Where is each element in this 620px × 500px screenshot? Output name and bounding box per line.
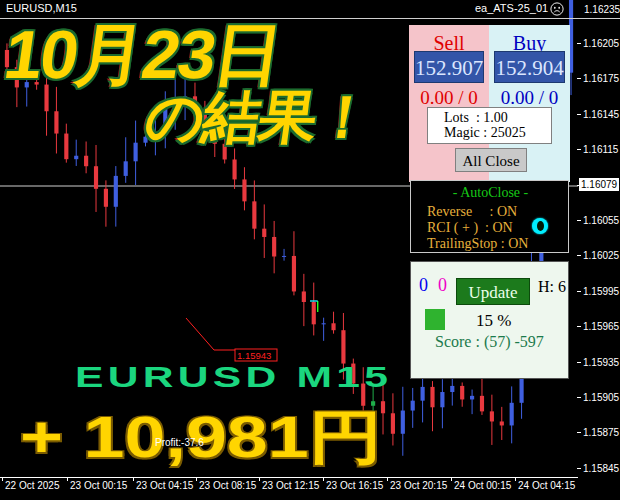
svg-text:1.15943: 1.15943 <box>237 350 271 361</box>
